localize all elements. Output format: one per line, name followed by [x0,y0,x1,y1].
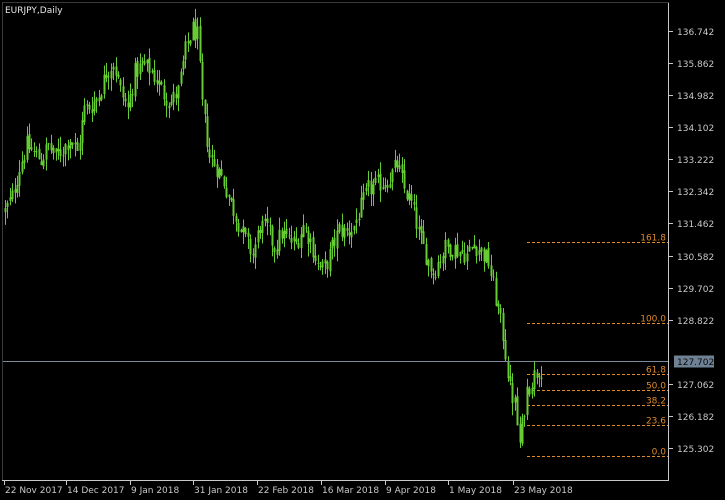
x-tick-label: 9 Apr 2018 [386,486,436,496]
x-tick-label: 22 Feb 2018 [258,486,314,496]
y-tick-label: 130.582 [677,253,714,263]
current-price-label: 127.702 [677,358,714,368]
x-tick-label: 14 Dec 2017 [67,486,125,496]
chart-title: EURJPY,Daily [5,6,63,16]
y-tick-label: 129.702 [677,285,714,295]
y-tick-label: 131.462 [677,220,714,230]
fib-level-label: 38.2 [646,397,666,407]
fib-level-label: 61.8 [646,366,666,376]
fib-level-label: 50.0 [646,382,666,392]
fib-level-label: 161.8 [640,234,666,244]
x-tick-label: 16 Mar 2018 [322,486,379,496]
x-tick-label: 23 May 2018 [514,486,573,496]
y-tick-label: 132.342 [677,188,714,198]
y-tick-label: 125.302 [677,445,714,455]
fib-level-label: 100.0 [640,315,666,325]
y-tick-label: 135.862 [677,60,714,70]
y-tick-label: 127.062 [677,381,714,391]
x-tick-label: 31 Jan 2018 [194,486,248,496]
x-tick-label: 9 Jan 2018 [131,486,179,496]
current-price-tag [674,355,714,368]
y-tick-label: 128.822 [677,317,714,327]
y-tick-label: 126.182 [677,413,714,423]
fib-level-label: 23.6 [646,417,666,427]
y-tick-label: 134.982 [677,92,714,102]
fib-level-label: 0.0 [652,448,667,458]
y-tick-label: 136.742 [677,28,714,38]
y-tick-label: 133.222 [677,156,714,166]
x-tick-label: 1 May 2018 [449,486,502,496]
y-tick-label: 134.102 [677,124,714,134]
x-tick-label: 22 Nov 2017 [5,486,63,496]
